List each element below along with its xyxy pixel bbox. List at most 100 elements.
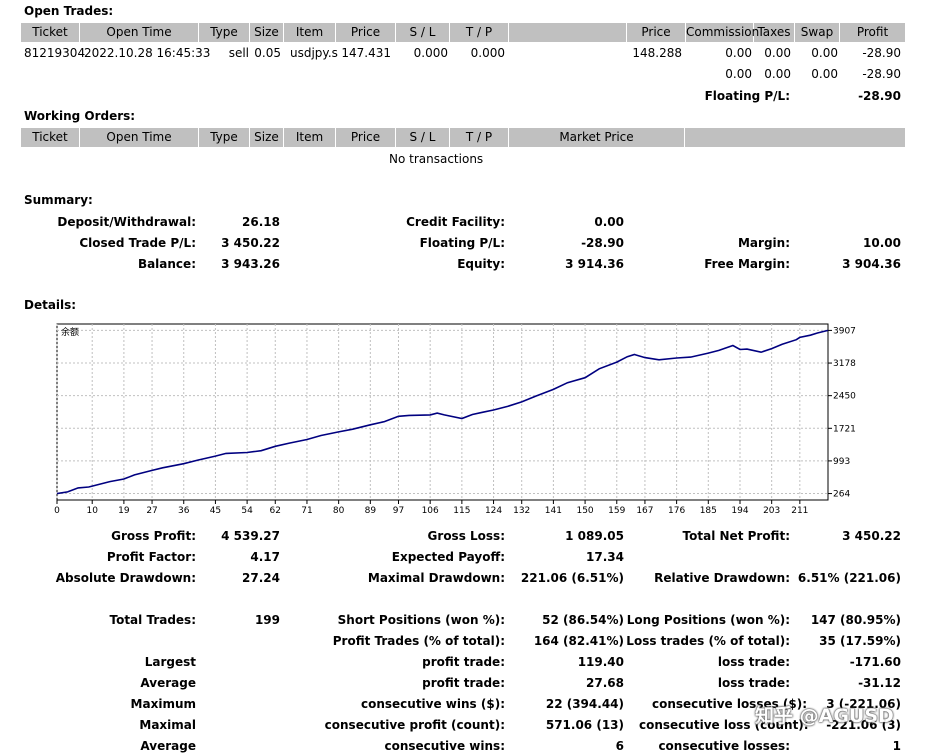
balance-chart: 0 10 19 27 36 45 54 62 71 80 89 97 106 115 124 132 141 15… bbox=[54, 323, 856, 516]
row-price: 147.431 bbox=[341, 46, 391, 60]
maximal-label: Maximal bbox=[139, 718, 196, 732]
balance-series-line bbox=[56, 329, 829, 495]
chart-grid bbox=[56, 324, 828, 500]
floating-pl-value: -28.90 bbox=[858, 89, 901, 103]
subtotal-commission: 0.00 bbox=[725, 67, 752, 81]
y-tick-label: 2450 bbox=[833, 392, 856, 402]
average-profit-value: 27.68 bbox=[586, 676, 624, 690]
avg-cons-loss-label: consecutive losses: bbox=[658, 739, 790, 753]
col-market-price: Market Price bbox=[509, 128, 685, 147]
no-transactions: No transactions bbox=[389, 152, 484, 166]
x-tick-label: 45 bbox=[210, 506, 221, 516]
avg-cons-wins-value: 6 bbox=[615, 739, 624, 753]
expected-payoff-label: Expected Payoff: bbox=[391, 550, 505, 564]
gross-profit-value: 4 539.27 bbox=[221, 529, 280, 543]
col-price: Price bbox=[336, 23, 396, 42]
x-tick-label: 10 bbox=[86, 506, 98, 516]
col-price: Price bbox=[336, 128, 396, 147]
free-margin-value: 3 904.36 bbox=[842, 257, 901, 271]
col-blank bbox=[509, 23, 627, 42]
col-type: Type bbox=[199, 23, 250, 42]
chart-plot-area bbox=[56, 323, 829, 501]
col-swap: Swap bbox=[795, 23, 840, 42]
col-blank bbox=[685, 128, 905, 147]
x-tick-label: 62 bbox=[270, 506, 281, 516]
largest-loss-value: -171.60 bbox=[849, 655, 901, 669]
chart-y-ticks: 264 993 1721 2450 3178 3907 bbox=[828, 326, 856, 500]
gross-profit-label: Gross Profit: bbox=[111, 529, 196, 543]
y-tick-label: 993 bbox=[833, 457, 850, 467]
average-loss-value: -31.12 bbox=[858, 676, 901, 690]
row-sl: 0.000 bbox=[413, 46, 448, 60]
balance-label: Balance: bbox=[137, 257, 196, 271]
loss-trades-label: Loss trades (% of total): bbox=[626, 634, 790, 648]
row-profit: -28.90 bbox=[862, 46, 901, 60]
rel-drawdown-label: Relative Drawdown: bbox=[654, 571, 790, 585]
x-tick-label: 185 bbox=[700, 506, 717, 516]
row-swap: 0.00 bbox=[811, 46, 838, 60]
x-tick-label: 36 bbox=[178, 506, 190, 516]
row-open-time: 2022.10.28 16:45:33 bbox=[84, 46, 211, 60]
profit-trades-label: Profit Trades (% of total): bbox=[332, 634, 505, 648]
y-tick-label: 3907 bbox=[833, 326, 856, 336]
avg-cons-wins-label: consecutive wins: bbox=[384, 739, 505, 753]
col-sl: S / L bbox=[396, 23, 450, 42]
col-item: Item bbox=[284, 23, 336, 42]
y-tick-label: 1721 bbox=[833, 424, 856, 434]
short-positions-value: 52 (86.54%) bbox=[542, 613, 624, 627]
y-tick-label: 3178 bbox=[833, 359, 856, 369]
expected-payoff-value: 17.34 bbox=[586, 550, 624, 564]
summary-title: Summary: bbox=[24, 193, 93, 207]
col-open-time: Open Time bbox=[80, 23, 199, 42]
credit-value: 0.00 bbox=[594, 215, 624, 229]
col-tp: T / P bbox=[450, 128, 509, 147]
col-cur-price: Price bbox=[627, 23, 686, 42]
margin-value: 10.00 bbox=[863, 236, 901, 250]
maximal-loss-label: consecutive loss (count): bbox=[639, 718, 809, 732]
working-orders-header: Ticket Open Time Type Size Item Price S … bbox=[21, 128, 905, 147]
col-commission: Commission bbox=[686, 23, 759, 42]
row-type: sell bbox=[228, 46, 249, 60]
rel-drawdown-value: 6.51% (221.06) bbox=[797, 571, 901, 585]
largest-label: Largest bbox=[144, 655, 196, 669]
average-profit-label: profit trade: bbox=[422, 676, 505, 690]
col-ticket: Ticket bbox=[21, 128, 80, 147]
watermark: 知乎 @AGUSD bbox=[755, 705, 894, 727]
x-tick-label: 150 bbox=[576, 506, 593, 516]
col-size: Size bbox=[250, 23, 284, 42]
row-commission: 0.00 bbox=[725, 46, 752, 60]
col-sl: S / L bbox=[396, 128, 450, 147]
x-tick-label: 141 bbox=[545, 506, 562, 516]
row-cur-price: 148.288 bbox=[632, 46, 682, 60]
total-trades-label: Total Trades: bbox=[109, 613, 196, 627]
x-tick-label: 89 bbox=[365, 506, 377, 516]
max-cons-loss-value: 3 (-221.06) bbox=[826, 697, 901, 711]
max-cons-loss-label: consecutive losses ($): bbox=[652, 697, 808, 711]
col-type: Type bbox=[199, 128, 250, 147]
col-item: Item bbox=[284, 128, 336, 147]
credit-label: Credit Facility: bbox=[406, 215, 505, 229]
average-loss-label: loss trade: bbox=[717, 676, 790, 690]
row-ticket: 81219304 bbox=[24, 46, 86, 60]
equity-label: Equity: bbox=[457, 257, 505, 271]
margin-label: Margin: bbox=[737, 236, 790, 250]
largest-profit-value: 119.40 bbox=[577, 655, 624, 669]
x-tick-label: 106 bbox=[422, 506, 439, 516]
x-tick-label: 167 bbox=[636, 506, 653, 516]
long-positions-value: 147 (80.95%) bbox=[810, 613, 901, 627]
chart-x-ticks: 0 10 19 27 36 45 54 62 71 80 89 97 106 115 124 132 141 15… bbox=[54, 500, 808, 516]
largest-profit-label: profit trade: bbox=[422, 655, 505, 669]
x-tick-label: 54 bbox=[241, 506, 253, 516]
abs-drawdown-value: 27.24 bbox=[242, 571, 280, 585]
row-taxes: 0.00 bbox=[764, 46, 791, 60]
x-tick-label: 27 bbox=[146, 506, 157, 516]
equity-value: 3 914.36 bbox=[565, 257, 624, 271]
x-tick-label: 80 bbox=[333, 506, 345, 516]
max-cons-wins-value: 22 (394.44) bbox=[545, 697, 624, 711]
x-tick-label: 176 bbox=[668, 506, 685, 516]
profit-trades-value: 164 (82.41%) bbox=[533, 634, 624, 648]
max-drawdown-label: Maximal Drawdown: bbox=[367, 571, 505, 585]
average-label: Average bbox=[140, 676, 196, 690]
average2-label: Average bbox=[140, 739, 196, 753]
